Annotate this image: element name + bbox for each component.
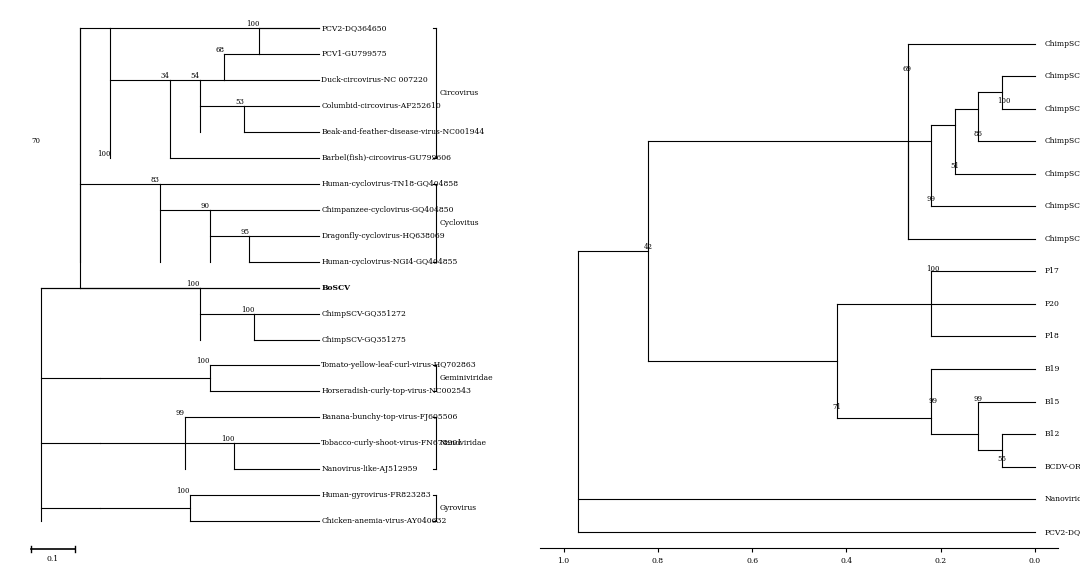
Text: 99: 99 <box>929 397 937 405</box>
Text: ChimpSCV-GQ351275: ChimpSCV-GQ351275 <box>322 335 406 343</box>
Text: Duck-circovirus-NC 007220: Duck-circovirus-NC 007220 <box>322 76 428 85</box>
Text: 51: 51 <box>950 163 959 170</box>
Text: ChimpSCV-GQ351278: ChimpSCV-GQ351278 <box>1044 202 1080 210</box>
Text: 100: 100 <box>221 435 234 443</box>
Text: 100: 100 <box>97 150 110 158</box>
Text: Beak-and-feather-disease-virus-NC001944: Beak-and-feather-disease-virus-NC001944 <box>322 128 485 136</box>
Text: 95: 95 <box>240 228 249 236</box>
Text: 71: 71 <box>833 403 841 412</box>
Text: 54: 54 <box>190 72 200 80</box>
Text: Nanoviridae: Nanoviridae <box>440 439 486 447</box>
Text: Human-cyclovirus-NGI4-GQ404855: Human-cyclovirus-NGI4-GQ404855 <box>322 258 458 266</box>
Text: Barbel(fish)-circovirus-GU799606: Barbel(fish)-circovirus-GU799606 <box>322 154 451 162</box>
Text: ChimpSCV-GQ351274: ChimpSCV-GQ351274 <box>1044 40 1080 48</box>
Text: 34: 34 <box>161 72 170 80</box>
Text: ChimpSCV-GQ351272: ChimpSCV-GQ351272 <box>1044 235 1080 243</box>
Text: ChimpSCV-GQ351273: ChimpSCV-GQ351273 <box>1044 137 1080 145</box>
Text: 68: 68 <box>215 47 225 54</box>
Text: Human-gyrovirus-FR823283: Human-gyrovirus-FR823283 <box>322 491 431 499</box>
Text: B19: B19 <box>1044 365 1059 373</box>
Text: 100: 100 <box>927 265 940 273</box>
Text: 99: 99 <box>973 395 983 403</box>
Text: 99: 99 <box>176 409 185 417</box>
Text: 69: 69 <box>903 65 912 73</box>
Text: 42: 42 <box>644 243 652 251</box>
Text: 90: 90 <box>201 202 210 210</box>
Text: Nanoviridae-BBTV-FJ605506: Nanoviridae-BBTV-FJ605506 <box>1044 495 1080 503</box>
Text: ChimpSCV-GQ351277: ChimpSCV-GQ351277 <box>1044 104 1080 113</box>
Text: Geminiviridae: Geminiviridae <box>440 374 494 382</box>
Text: ChimpSCV-GQ351272: ChimpSCV-GQ351272 <box>322 310 406 318</box>
Text: Circovirus: Circovirus <box>440 89 478 97</box>
Text: 100: 100 <box>197 357 210 366</box>
Text: BCDV-ORF1: BCDV-ORF1 <box>1044 463 1080 470</box>
Text: P20: P20 <box>1044 300 1059 308</box>
Text: Columbid-circovirus-AF252610: Columbid-circovirus-AF252610 <box>322 102 441 110</box>
Text: Human-cyclovirus-TN18-GQ404858: Human-cyclovirus-TN18-GQ404858 <box>322 180 458 188</box>
Text: Cyclovitus: Cyclovitus <box>440 219 480 227</box>
Text: 99: 99 <box>927 195 935 203</box>
Text: 86: 86 <box>973 130 983 138</box>
Text: ChimpSCV-GQ351276: ChimpSCV-GQ351276 <box>1044 72 1080 80</box>
Text: B15: B15 <box>1044 398 1059 406</box>
Text: 100: 100 <box>246 20 259 29</box>
Text: ChimpSCV-GQ351275: ChimpSCV-GQ351275 <box>1044 170 1080 178</box>
Text: Tobacco-curly-shoot-virus-FN678901: Tobacco-curly-shoot-virus-FN678901 <box>322 439 463 447</box>
Text: PCV2-DQ364650: PCV2-DQ364650 <box>322 24 387 33</box>
Text: 100: 100 <box>176 487 190 495</box>
Text: Chicken-anemia-virus-AY040632: Chicken-anemia-virus-AY040632 <box>322 517 447 525</box>
Text: Banana-bunchy-top-virus-FJ605506: Banana-bunchy-top-virus-FJ605506 <box>322 413 458 422</box>
Text: Tomato-yellow-leaf-curl-virus-HQ702863: Tomato-yellow-leaf-curl-virus-HQ702863 <box>322 361 477 370</box>
Text: Horseradish-curly-top-virus-NC002543: Horseradish-curly-top-virus-NC002543 <box>322 387 471 395</box>
Text: 100: 100 <box>997 97 1011 106</box>
Text: 83: 83 <box>151 176 160 184</box>
Text: 0.1: 0.1 <box>46 555 59 563</box>
Text: 100: 100 <box>186 280 200 287</box>
Text: B12: B12 <box>1044 430 1059 438</box>
Text: Nanovirus-like-AJ512959: Nanovirus-like-AJ512959 <box>322 465 418 473</box>
Text: PCV2-DQ364650: PCV2-DQ364650 <box>1044 528 1080 536</box>
Text: Dragonfly-cyclovirus-HQ638069: Dragonfly-cyclovirus-HQ638069 <box>322 232 445 240</box>
Text: 100: 100 <box>241 305 254 314</box>
Text: 53: 53 <box>235 98 244 106</box>
Text: P18: P18 <box>1044 332 1059 340</box>
Text: Gyrovirus: Gyrovirus <box>440 504 476 512</box>
Text: 55: 55 <box>997 455 1007 463</box>
Text: BoSCV: BoSCV <box>322 284 350 292</box>
Text: P17: P17 <box>1044 268 1059 275</box>
Text: 70: 70 <box>31 137 41 145</box>
Text: Chimpanzee-cyclovirus-GQ404850: Chimpanzee-cyclovirus-GQ404850 <box>322 206 454 214</box>
Text: PCV1-GU799575: PCV1-GU799575 <box>322 50 387 58</box>
